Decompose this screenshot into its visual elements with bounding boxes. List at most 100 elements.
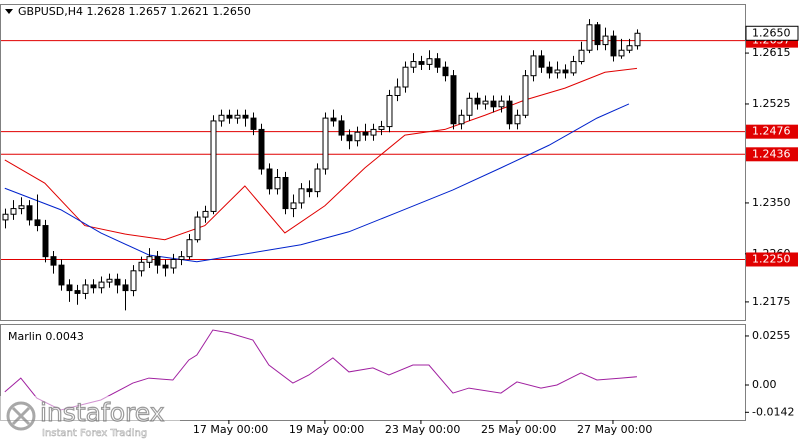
y-tick-label: 1.2525 xyxy=(752,97,791,110)
watermark: instaforex Instant Forex Trading xyxy=(0,396,180,442)
indicator-title: Marlin 0.0043 xyxy=(8,330,84,343)
candle-body xyxy=(330,117,337,122)
logo-cross xyxy=(11,406,31,426)
y-tick-label: 1.2175 xyxy=(752,295,791,308)
candle-body xyxy=(506,100,513,125)
candle-body xyxy=(138,261,145,272)
candle-body xyxy=(458,114,465,125)
candle-body xyxy=(50,256,57,266)
candle-body xyxy=(466,97,473,116)
x-tick-label: 25 May 00:00 xyxy=(481,423,556,436)
candle-body xyxy=(474,97,481,105)
candle-body xyxy=(250,117,257,130)
candle-body xyxy=(410,61,417,68)
candle-body xyxy=(514,114,521,125)
candle-body xyxy=(594,24,601,46)
candle-body xyxy=(442,66,449,77)
candle-body xyxy=(578,49,585,63)
candle-body xyxy=(522,75,529,116)
plot-layer xyxy=(0,19,745,411)
candle-body xyxy=(2,213,9,221)
logo-icon xyxy=(6,401,36,431)
candle-body xyxy=(338,120,345,136)
candle-body xyxy=(354,131,361,142)
candle-body xyxy=(170,258,177,269)
candle-body xyxy=(370,128,377,136)
candle-body xyxy=(218,114,225,122)
candle-body xyxy=(162,264,169,269)
candle-body xyxy=(98,281,105,289)
candle-body xyxy=(34,219,41,227)
moving-average xyxy=(4,67,638,241)
level-label: 1.2436 xyxy=(752,147,791,160)
candle-body xyxy=(266,168,273,190)
main-frame xyxy=(0,4,746,321)
level-label: 1.2476 xyxy=(752,125,791,138)
candle-body xyxy=(186,239,193,258)
candle-body xyxy=(482,100,489,105)
logo-ring xyxy=(6,401,36,431)
candle-body xyxy=(626,45,633,51)
candle-body xyxy=(290,202,297,210)
level-label-box xyxy=(746,252,798,267)
candle-body xyxy=(154,256,161,266)
last-price-label: 1.2650 xyxy=(752,26,791,39)
candle-body xyxy=(602,35,609,46)
watermark-backdrop xyxy=(0,396,180,442)
level-label: 1.2250 xyxy=(752,252,791,265)
candle-body xyxy=(282,176,289,210)
candle-body xyxy=(114,278,121,286)
candle-body xyxy=(90,284,97,289)
candle-body xyxy=(210,120,217,212)
candle-body xyxy=(82,284,89,294)
candle-body xyxy=(146,256,153,263)
candle-body xyxy=(194,216,201,241)
candle-body xyxy=(26,205,33,221)
candle-body xyxy=(10,208,17,215)
candle-body xyxy=(618,49,625,57)
level-label-box xyxy=(746,124,798,139)
moving-average xyxy=(4,103,630,263)
candle-body xyxy=(226,114,233,119)
candle-body xyxy=(530,55,537,77)
candle-body xyxy=(586,24,593,51)
y-tick-label: 1.2615 xyxy=(752,46,791,59)
candle-body xyxy=(538,55,545,68)
indicator-line xyxy=(4,329,638,411)
candle-body xyxy=(58,264,65,286)
watermark-tagline: Instant Forex Trading xyxy=(42,428,147,439)
x-tick-label: 19 May 00:00 xyxy=(289,423,364,436)
level-label-box xyxy=(746,147,798,162)
candle-body xyxy=(426,58,433,65)
indicator-y-tick-label: 0.00 xyxy=(752,378,777,391)
candle-body xyxy=(66,284,73,292)
candle-body xyxy=(42,225,49,258)
candle-body xyxy=(322,117,329,170)
candle-body xyxy=(298,188,305,204)
candle-body xyxy=(386,94,393,128)
x-tick-label: 27 May 00:00 xyxy=(577,423,652,436)
candle-body xyxy=(418,61,425,65)
candle-body xyxy=(242,114,249,119)
indicator-frame xyxy=(0,324,746,421)
candle-body xyxy=(178,256,185,260)
last-price-box xyxy=(745,25,799,41)
candle-body xyxy=(258,128,265,170)
chart-title: GBPUSD,H4 1.2628 1.2657 1.2621 1.2650 xyxy=(18,5,251,18)
candle-body xyxy=(450,75,457,125)
candle-body xyxy=(314,168,321,193)
y-tick-label: 1.2350 xyxy=(752,196,791,209)
candle-body xyxy=(490,100,497,108)
candle-body xyxy=(106,278,113,283)
x-tick-label: 17 May 00:00 xyxy=(193,423,268,436)
collapse-icon xyxy=(5,9,13,14)
candle-body xyxy=(610,35,617,57)
candle-body xyxy=(570,61,577,74)
candle-body xyxy=(130,270,137,292)
indicator-y-tick-label: -0.0142 xyxy=(752,405,794,418)
indicator-y-tick-label: 0.0255 xyxy=(752,329,791,342)
candle-body xyxy=(18,205,25,210)
candle-body xyxy=(234,114,241,119)
